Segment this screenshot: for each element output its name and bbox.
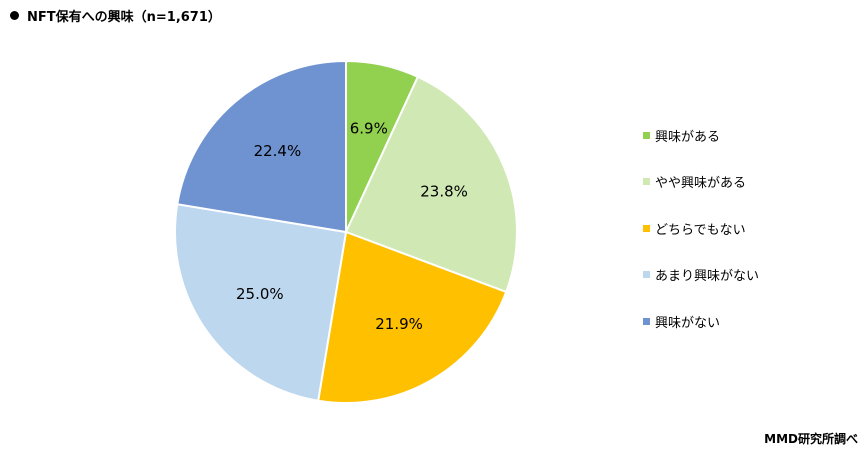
chart-title-text: NFT保有への興味（n=1,671） xyxy=(27,10,221,25)
legend-item-1: 興味がある xyxy=(643,125,759,145)
chart-title: NFT保有への興味（n=1,671） xyxy=(10,6,221,25)
legend-swatch xyxy=(643,224,650,232)
pie-slice-5 xyxy=(176,59,347,234)
data-label-5: 22.4% xyxy=(254,142,302,160)
legend-label: あまり興味がない xyxy=(655,269,760,284)
legend-swatch xyxy=(643,271,650,278)
legend-swatch xyxy=(643,178,650,185)
legend-label: やや興味がある xyxy=(655,176,747,191)
pie-slice-3 xyxy=(317,230,508,404)
chart-legend: 興味があるやや興味がある どちらでもない あまり興味がない 興味がない xyxy=(643,125,759,358)
legend-item-4: あまり興味がない xyxy=(643,265,759,285)
legend-label: 興味がある xyxy=(655,129,721,145)
legend-swatch xyxy=(643,317,650,325)
legend-item-3: どちらでもない xyxy=(643,218,759,238)
data-label-3: 21.9% xyxy=(375,315,423,333)
pie-slice-4 xyxy=(174,203,348,402)
data-label-4: 25.0% xyxy=(236,285,284,303)
legend-item-5: 興味がない xyxy=(643,311,759,331)
data-label-1: 6.9% xyxy=(350,119,388,137)
title-bullet-icon xyxy=(10,11,19,20)
legend-label: 興味がない xyxy=(655,315,721,331)
legend-swatch xyxy=(643,131,650,139)
pie-slice-2 xyxy=(344,75,518,294)
data-label-2: 23.8% xyxy=(420,183,468,201)
legend-item-2: やや興味がある xyxy=(643,172,759,192)
legend-label: どちらでもない xyxy=(655,222,746,238)
source-credit: MMD研究所調べ xyxy=(764,432,858,446)
